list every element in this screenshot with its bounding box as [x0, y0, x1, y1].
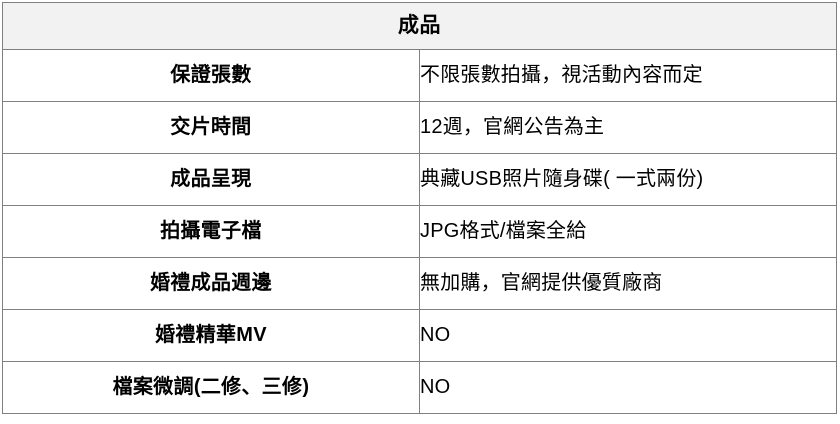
table-body: 保證張數 不限張數拍攝，視活動內容而定 交片時間 12週，官網公告為主 成品呈現 典藏US… — [2, 49, 837, 414]
table-row: 保證張數 不限張數拍攝，視活動內容而定 — [2, 49, 837, 102]
row-value-cell: JPG格式/檔案全給 — [419, 205, 837, 258]
row-label-cell: 檔案微調(二修、三修) — [2, 361, 420, 414]
table-row: 婚禮成品週邊 無加購，官網提供優質廠商 — [2, 257, 837, 310]
row-label-cell: 交片時間 — [2, 101, 420, 154]
table-row: 交片時間 12週，官網公告為主 — [2, 101, 837, 154]
row-value-cell: 無加購，官網提供優質廠商 — [419, 257, 837, 310]
table-title-cell: 成品 — [2, 2, 837, 50]
table-header: 成品 — [2, 2, 837, 50]
row-label-cell: 婚禮精華MV — [2, 309, 420, 362]
table-row: 拍攝電子檔 JPG格式/檔案全給 — [2, 205, 837, 258]
row-value-cell: 12週，官網公告為主 — [419, 101, 837, 154]
product-spec-table: 成品 保證張數 不限張數拍攝，視活動內容而定 交片時間 12週，官網公告為主 成品呈現典… — [2, 2, 837, 414]
table-row: 成品呈現 典藏USB照片隨身碟( 一式兩份) — [2, 153, 837, 206]
row-label-cell: 成品呈現 — [2, 153, 420, 206]
row-value-cell: 不限張數拍攝，視活動內容而定 — [419, 49, 837, 102]
row-value-cell: 典藏USB照片隨身碟( 一式兩份) — [419, 153, 837, 206]
row-label-cell: 保證張數 — [2, 49, 420, 102]
table-row: 檔案微調(二修、三修) NO — [2, 361, 837, 414]
row-label-cell: 婚禮成品週邊 — [2, 257, 420, 310]
spec-table-container: 成品 保證張數 不限張數拍攝，視活動內容而定 交片時間 12週，官網公告為主 成品呈現典… — [2, 2, 837, 414]
table-row: 婚禮精華MV NO — [2, 309, 837, 362]
table-header-row: 成品 — [2, 2, 837, 50]
row-label-cell: 拍攝電子檔 — [2, 205, 420, 258]
row-value-cell: NO — [419, 361, 837, 414]
row-value-cell: NO — [419, 309, 837, 362]
